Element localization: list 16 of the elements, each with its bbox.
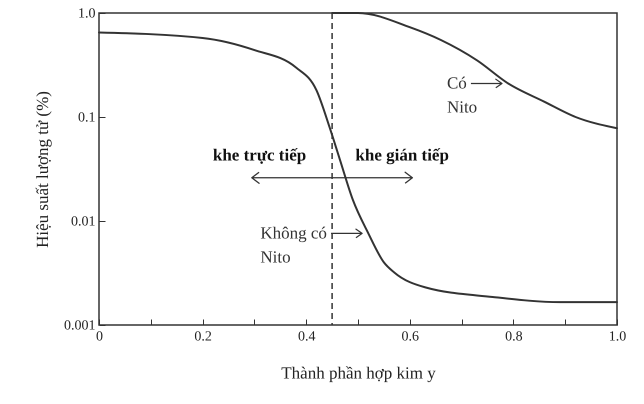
y-tick-label: 0.01	[71, 214, 96, 230]
y-tick-label: 0.1	[78, 110, 96, 126]
x-tick-label: 0.4	[298, 330, 316, 344]
x-tick-label: 0.2	[194, 330, 212, 344]
legend-label: Có Nito	[446, 73, 478, 116]
x-tick-label: 1.0	[608, 330, 626, 344]
x-tick-label: 0.6	[402, 330, 420, 344]
legend-label: Không có Nito	[260, 223, 327, 266]
x-axis-title: Thành phần hợp kim y	[281, 364, 436, 382]
annotation: khe trực tiếp	[212, 146, 306, 165]
x-tick-label: 0.8	[505, 330, 523, 344]
x-tick-label: 0	[96, 330, 103, 344]
y-tick-label: 0.001	[64, 318, 96, 334]
annotation: khe gián tiếp	[355, 146, 449, 165]
y-tick-label: 1.0	[78, 6, 96, 22]
y-axis-title: Hiệu suất lượng tử (%)	[33, 91, 52, 248]
